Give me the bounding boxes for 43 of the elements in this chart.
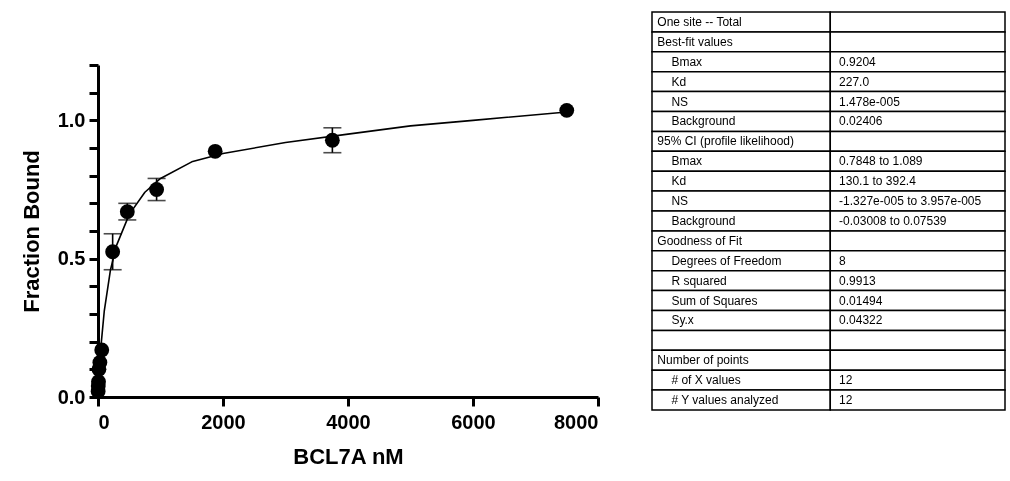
x-tick-label: 0 [98, 410, 110, 433]
category-label: 12 [839, 393, 853, 408]
category-label: Bmax [671, 54, 703, 69]
category-label: 0.01494 [839, 293, 883, 308]
category-label: NS [671, 94, 689, 109]
y-tick-label: 0.0 [57, 385, 86, 408]
category-label: R squared [671, 273, 727, 288]
category-label: Number of points [657, 353, 749, 368]
category-label: 0.04322 [839, 313, 883, 328]
x-axis-title: BCL7A nM [293, 443, 404, 469]
category-label: # of X values [671, 373, 741, 388]
y-tick-label: 1.0 [57, 108, 86, 131]
category-label: 0.7848 to 1.089 [839, 154, 923, 169]
y-tick-label: 0.5 [57, 247, 86, 270]
category-label: One site -- Total [657, 14, 742, 29]
category-label: Background [671, 213, 736, 228]
category-label: Sum of Squares [671, 293, 758, 308]
category-label: Kd [671, 74, 687, 89]
x-tick-label: 4000 [326, 410, 371, 433]
x-tick-label: 6000 [451, 410, 496, 433]
category-label: Bmax [671, 154, 703, 169]
category-label: Sy.x [671, 313, 694, 328]
category-label: -0.03008 to 0.07539 [839, 213, 947, 228]
category-label: 8 [839, 253, 846, 268]
category-label: 95% CI (profile likelihood) [657, 134, 795, 149]
x-tick-label: 8000 [554, 410, 599, 433]
category-label: 0.9913 [839, 273, 876, 288]
category-label: 1.478e-005 [839, 94, 900, 109]
category-label: Goodness of Fit [657, 233, 743, 248]
category-label: Degrees of Freedom [671, 253, 782, 268]
x-tick-label: 2000 [201, 410, 246, 433]
category-label: # Y values analyzed [671, 393, 779, 408]
category-label: NS [671, 194, 689, 209]
y-axis-title: Fraction Bound [18, 150, 44, 313]
category-label: Best-fit values [657, 34, 733, 49]
category-label: 130.1 to 392.4 [839, 174, 916, 189]
category-label: Kd [671, 174, 687, 189]
category-label: 0.02406 [839, 114, 883, 129]
category-label: 12 [839, 373, 853, 388]
category-label: -1.327e-005 to 3.957e-005 [839, 194, 982, 209]
category-label: Background [671, 114, 736, 129]
category-label: 0.9204 [839, 54, 876, 69]
category-label: 227.0 [839, 74, 870, 89]
